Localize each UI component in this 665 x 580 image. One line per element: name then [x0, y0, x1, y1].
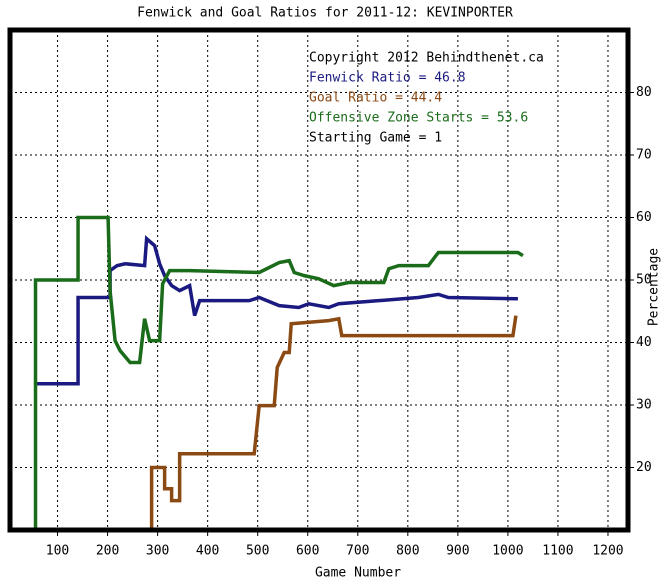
x-tick-label: 1200	[592, 544, 623, 559]
y-tick-label: 80	[636, 85, 652, 100]
x-tick-label: 600	[296, 544, 319, 559]
chart-title: Fenwick and Goal Ratios for 2011-12: KEV…	[137, 6, 513, 21]
y-tick-label: 20	[636, 460, 652, 475]
x-tick-label: 400	[196, 544, 219, 559]
y-tick-label: 30	[636, 398, 652, 413]
x-tick-label: 1000	[492, 544, 523, 559]
x-tick-label: 800	[396, 544, 419, 559]
x-tick-label: 100	[46, 544, 69, 559]
x-tick-label: 500	[246, 544, 269, 559]
series-line	[149, 315, 518, 530]
x-tick-label: 300	[146, 544, 169, 559]
x-axis-label: Game Number	[315, 566, 401, 580]
y-tick-label: 70	[636, 148, 652, 163]
legend-entry: Goal Ratio = 44.4	[309, 91, 442, 106]
legend-entry: Offensive Zone Starts = 53.6	[309, 111, 528, 126]
x-tick-label: 700	[346, 544, 369, 559]
y-tick-label: 40	[636, 335, 652, 350]
series-line	[33, 215, 524, 530]
x-tick-label: 200	[96, 544, 119, 559]
annotation: Starting Game = 1	[309, 131, 442, 146]
y-tick-label: 50	[636, 273, 652, 288]
plot-frame	[7, 27, 631, 533]
x-tick-label: 900	[446, 544, 469, 559]
annotation: Copyright 2012 Behindthenet.ca	[309, 51, 544, 66]
y-tick-label: 60	[636, 210, 652, 225]
y-axis-label: Percentage	[647, 248, 662, 326]
plot-lines	[33, 215, 524, 530]
x-tick-label: 1100	[542, 544, 573, 559]
series-line	[35, 235, 518, 386]
legend-entry: Fenwick Ratio = 46.8	[309, 71, 466, 86]
